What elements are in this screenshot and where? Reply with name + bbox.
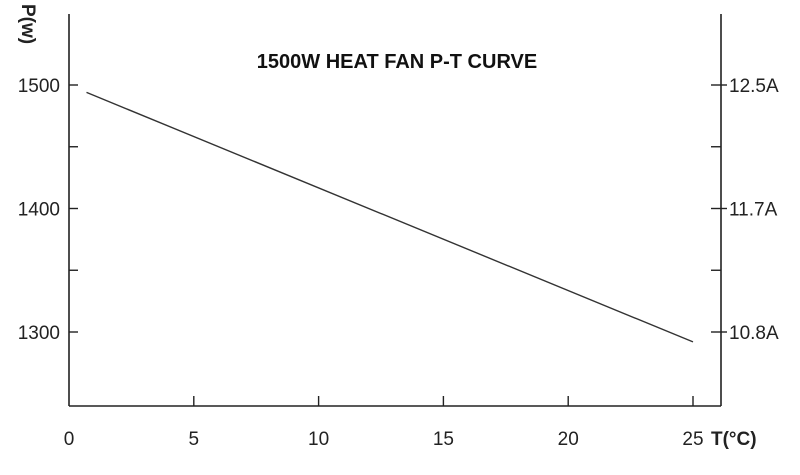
ticks: 0 5 10 15 20 25 1300 1400 1500 10.8A 11.7A 12.5A <box>18 76 779 450</box>
y-tick-label-1300: 1300 <box>18 323 60 344</box>
x-axis-label: T(°C) <box>711 429 757 450</box>
x-tick-label-15: 15 <box>433 429 454 450</box>
y-tick-label-1400: 1400 <box>18 200 60 221</box>
series <box>86 91 694 343</box>
x-tick-label-10: 10 <box>308 429 329 450</box>
y-axis-label: P(w) <box>17 4 38 44</box>
y2-tick-label-1400: 11.7A <box>729 200 778 221</box>
axes <box>68 14 722 407</box>
y-tick-label-1500: 1500 <box>18 76 60 97</box>
y2-tick-label-1300: 10.8A <box>729 323 779 344</box>
y2-tick-label-1500: 12.5A <box>729 76 779 97</box>
x-tick-label-20: 20 <box>558 429 579 450</box>
x-tick-label-5: 5 <box>189 429 200 450</box>
x-tick-label-25: 25 <box>682 429 703 450</box>
chart-title: 1500W HEAT FAN P-T CURVE <box>257 51 537 73</box>
series-line-0 <box>86 91 694 343</box>
x-tick-label-0: 0 <box>64 429 75 450</box>
